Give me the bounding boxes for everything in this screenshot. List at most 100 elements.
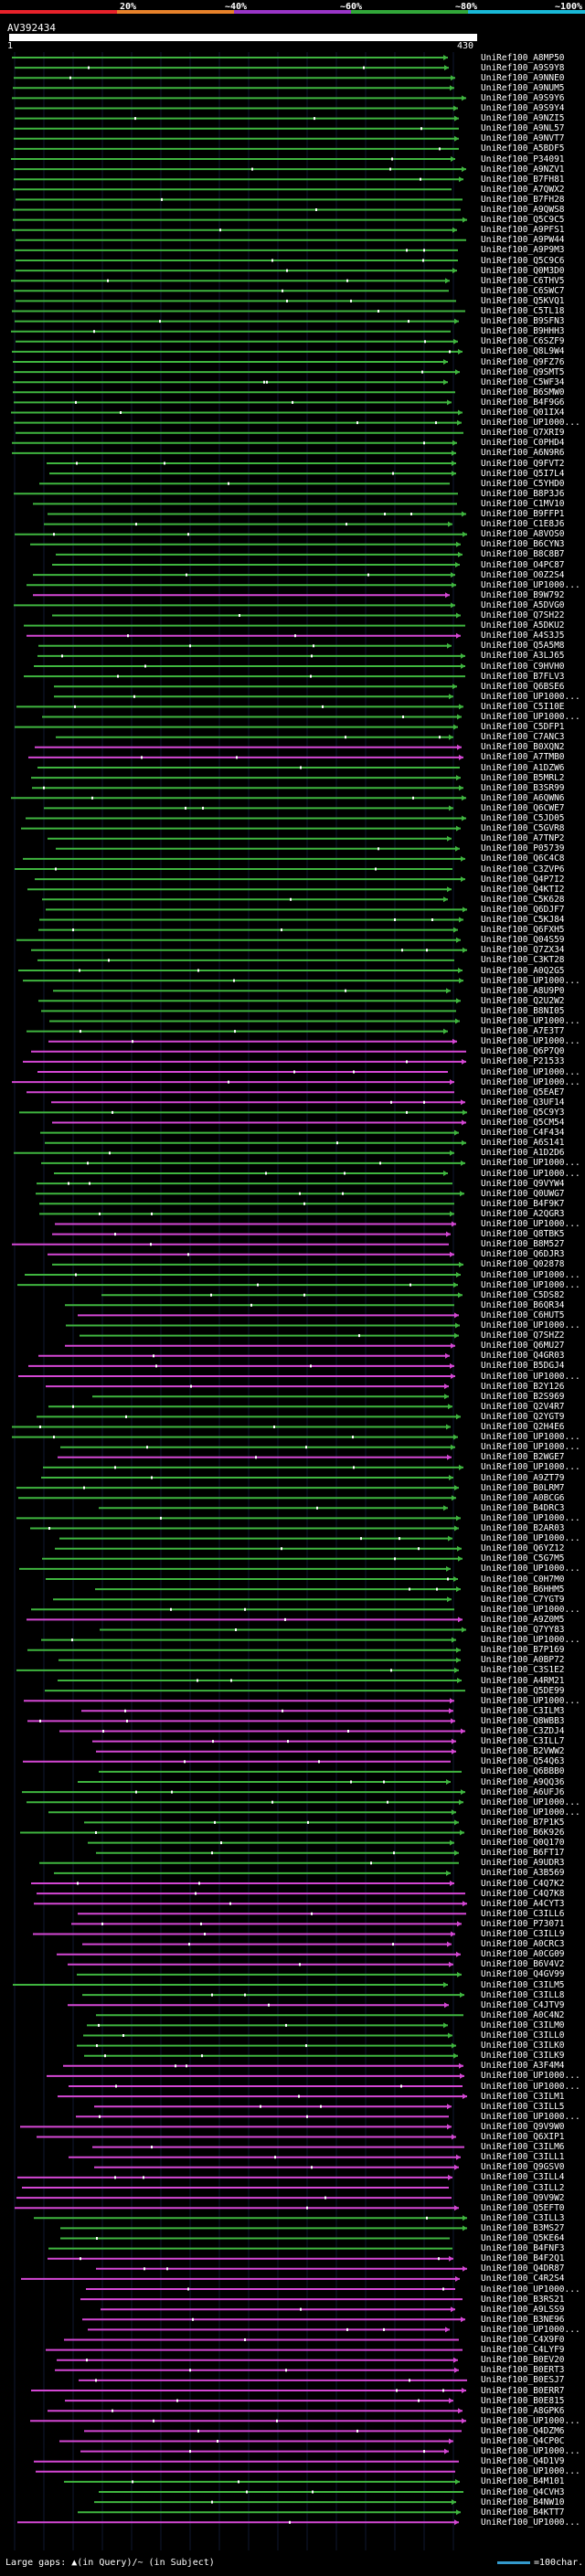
hit-label[interactable]: UniRef100_A8GPK6	[481, 2405, 565, 2416]
hit-label[interactable]: UniRef100_UP1000...	[481, 1635, 580, 1646]
hit-label[interactable]: UniRef100_A0BP72	[481, 1655, 565, 1666]
hit-label[interactable]: UniRef100_Q0UWG7	[481, 1188, 565, 1199]
hit-label[interactable]: UniRef100_B9HHH3	[481, 326, 565, 337]
hit-label[interactable]: UniRef100_Q6BBB0	[481, 1766, 565, 1777]
hit-label[interactable]: UniRef100_Q3UF14	[481, 1097, 565, 1108]
hit-label[interactable]: UniRef100_C1E8J6	[481, 519, 565, 530]
hit-label[interactable]: UniRef100_A9UDR3	[481, 1858, 565, 1869]
hit-label[interactable]: UniRef100_Q5C9Y3	[481, 1107, 565, 1118]
hit-label[interactable]: UniRef100_UP1000...	[481, 579, 580, 590]
hit-label[interactable]: UniRef100_A8MP50	[481, 52, 565, 63]
hit-label[interactable]: UniRef100_A1DZW6	[481, 762, 565, 773]
hit-label[interactable]: UniRef100_UP1000...	[481, 2111, 580, 2122]
hit-label[interactable]: UniRef100_UP1000...	[481, 1219, 580, 1229]
hit-label[interactable]: UniRef100_Q2U2W2	[481, 995, 565, 1006]
hit-label[interactable]: UniRef100_C9HVH0	[481, 661, 565, 672]
hit-label[interactable]: UniRef100_C4Q7K8	[481, 1888, 565, 1899]
hit-label[interactable]: UniRef100_UP1000...	[481, 1442, 580, 1453]
hit-label[interactable]: UniRef100_C3ILL4	[481, 2172, 565, 2183]
hit-label[interactable]: UniRef100_C5TL18	[481, 306, 565, 316]
hit-label[interactable]: UniRef100_B8P3J6	[481, 488, 565, 499]
hit-label[interactable]: UniRef100_UP1000...	[481, 2415, 580, 2426]
hit-label[interactable]: UniRef100_C3ILL1	[481, 2152, 565, 2163]
hit-label[interactable]: UniRef100_Q7XRI9	[481, 428, 565, 439]
hit-label[interactable]: UniRef100_A8U9P0	[481, 985, 565, 996]
hit-label[interactable]: UniRef100_C3ILL9	[481, 1929, 565, 1939]
hit-label[interactable]: UniRef100_B3SR99	[481, 782, 565, 793]
hit-label[interactable]: UniRef100_B7P1K5	[481, 1817, 565, 1828]
hit-label[interactable]: UniRef100_B2Y126	[481, 1381, 565, 1392]
hit-label[interactable]: UniRef100_C3S1E2	[481, 1665, 565, 1676]
hit-label[interactable]: UniRef100_C5K628	[481, 894, 565, 905]
hit-label[interactable]: UniRef100_C4X9F0	[481, 2335, 565, 2345]
hit-label[interactable]: UniRef100_B6V4V2	[481, 1959, 565, 1970]
hit-label[interactable]: UniRef100_A0Q2G5	[481, 965, 565, 976]
hit-label[interactable]: UniRef100_UP1000...	[481, 1564, 580, 1574]
hit-label[interactable]: UniRef100_B4F2Q1	[481, 2253, 565, 2264]
hit-label[interactable]: UniRef100_A4RM21	[481, 1675, 565, 1686]
hit-label[interactable]: UniRef100_B9FFP1	[481, 509, 565, 519]
hit-label[interactable]: UniRef100_B0ERR7	[481, 2385, 565, 2396]
hit-label[interactable]: UniRef100_C6THV5	[481, 275, 565, 286]
hit-label[interactable]: UniRef100_A3LJ65	[481, 651, 565, 662]
hit-label[interactable]: UniRef100_Q5A5M8	[481, 641, 565, 652]
hit-label[interactable]: UniRef100_Q7ZX34	[481, 945, 565, 956]
hit-label[interactable]: UniRef100_UP1000...	[481, 2284, 580, 2295]
hit-label[interactable]: UniRef100_UP1000...	[481, 1168, 580, 1179]
hit-label[interactable]: UniRef100_Q4DR87	[481, 2263, 565, 2274]
hit-label[interactable]: UniRef100_B6SMW0	[481, 387, 565, 398]
hit-label[interactable]: UniRef100_Q7SH22	[481, 610, 565, 620]
hit-label[interactable]: UniRef100_C5WF34	[481, 376, 565, 387]
hit-label[interactable]: UniRef100_A1D2D6	[481, 1148, 565, 1159]
hit-label[interactable]: UniRef100_B5DGJ4	[481, 1361, 565, 1372]
hit-label[interactable]: UniRef100_UP1000...	[481, 1320, 580, 1330]
hit-label[interactable]: UniRef100_C3ILM5	[481, 1979, 565, 1990]
hit-label[interactable]: UniRef100_A9S9Y8	[481, 62, 565, 73]
hit-label[interactable]: UniRef100_Q8L9W4	[481, 346, 565, 357]
hit-label[interactable]: UniRef100_B6CYN3	[481, 539, 565, 550]
hit-label[interactable]: UniRef100_Q4DZM6	[481, 2425, 565, 2436]
hit-label[interactable]: UniRef100_C3ILL0	[481, 2030, 565, 2041]
hit-label[interactable]: UniRef100_Q6DJR3	[481, 1249, 565, 1260]
hit-label[interactable]: UniRef100_UP1000...	[481, 1269, 580, 1280]
hit-label[interactable]: UniRef100_UP1000...	[481, 2446, 580, 2457]
hit-label[interactable]: UniRef100_C3ILM1	[481, 2091, 565, 2102]
hit-label[interactable]: UniRef100_Q9VYW4	[481, 1178, 565, 1189]
hit-label[interactable]: UniRef100_Q4CP0C	[481, 2436, 565, 2446]
hit-label[interactable]: UniRef100_A9NNE0	[481, 72, 565, 83]
hit-label[interactable]: UniRef100_A9P9M3	[481, 245, 565, 256]
hit-label[interactable]: UniRef100_C5YHD0	[481, 478, 565, 489]
hit-label[interactable]: UniRef100_C3ILL8	[481, 1989, 565, 2000]
hit-label[interactable]: UniRef100_C4F434	[481, 1128, 565, 1139]
hit-label[interactable]: UniRef100_B7P169	[481, 1645, 565, 1656]
hit-label[interactable]: UniRef100_B2WGE7	[481, 1452, 565, 1463]
hit-label[interactable]: UniRef100_UP1000...	[481, 1512, 580, 1523]
hit-label[interactable]: UniRef100_UP1000...	[481, 1695, 580, 1706]
hit-label[interactable]: UniRef100_C4Q7K2	[481, 1878, 565, 1889]
hit-label[interactable]: UniRef100_Q5EAE7	[481, 1087, 565, 1097]
hit-label[interactable]: UniRef100_B4FNF3	[481, 2243, 565, 2254]
hit-label[interactable]: UniRef100_Q9FZ76	[481, 356, 565, 367]
hit-label[interactable]: UniRef100_B4F9G6	[481, 397, 565, 408]
hit-label[interactable]: UniRef100_B7FH81	[481, 174, 565, 185]
hit-label[interactable]: UniRef100_UP1000...	[481, 1432, 580, 1443]
hit-label[interactable]: UniRef100_Q6BSE6	[481, 681, 565, 692]
hit-label[interactable]: UniRef100_B4NW10	[481, 2496, 565, 2507]
hit-label[interactable]: UniRef100_UP1000...	[481, 1279, 580, 1290]
hit-label[interactable]: UniRef100_UP1000...	[481, 2071, 580, 2082]
hit-label[interactable]: UniRef100_C3ILL6	[481, 1908, 565, 1919]
hit-label[interactable]: UniRef100_Q5KE64	[481, 2233, 565, 2243]
hit-label[interactable]: UniRef100_B7FLV3	[481, 671, 565, 682]
hit-label[interactable]: UniRef100_Q6C4C8	[481, 853, 565, 864]
hit-label[interactable]: UniRef100_UP1000...	[481, 1158, 580, 1169]
hit-label[interactable]: UniRef100_A7TNP2	[481, 833, 565, 844]
hit-label[interactable]: UniRef100_A9NL57	[481, 123, 565, 134]
hit-label[interactable]: UniRef100_Q8WBB3	[481, 1715, 565, 1726]
hit-label[interactable]: UniRef100_UP1000...	[481, 2466, 580, 2477]
hit-label[interactable]: UniRef100_P73071	[481, 1918, 565, 1929]
hit-label[interactable]: UniRef100_Q6CWE7	[481, 802, 565, 813]
hit-label[interactable]: UniRef100_Q7YY83	[481, 1625, 565, 1635]
hit-label[interactable]: UniRef100_Q04S59	[481, 935, 565, 946]
hit-label[interactable]: UniRef100_C3ILM3	[481, 1705, 565, 1716]
hit-label[interactable]: UniRef100_C3ZDJ4	[481, 1726, 565, 1736]
